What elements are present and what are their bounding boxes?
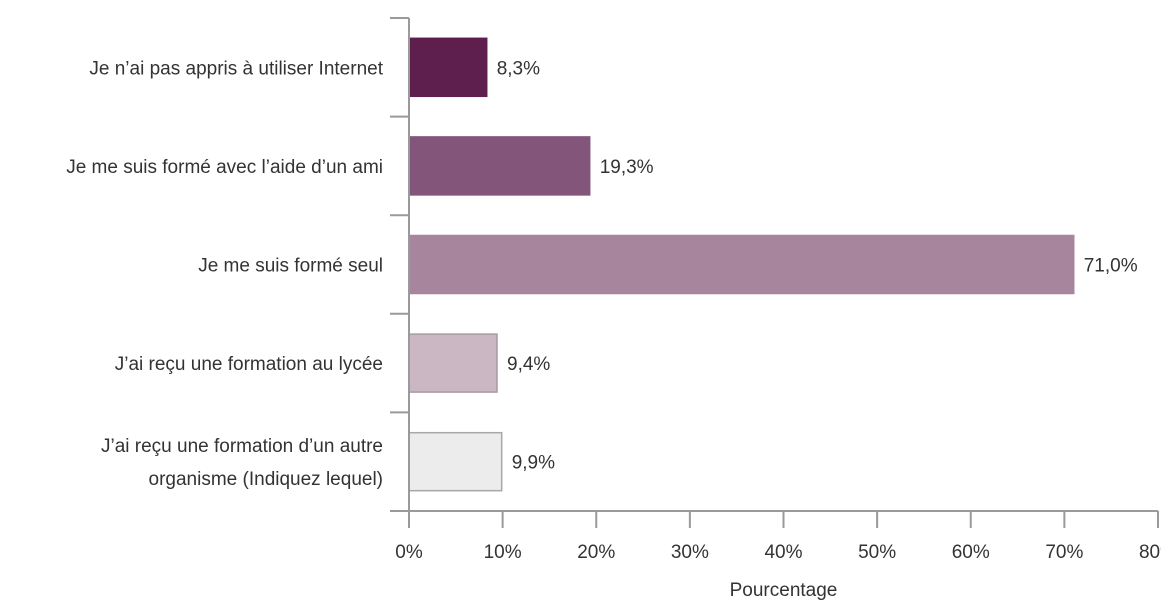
bar-5 [408, 431, 503, 492]
category-label-1: Je n’ai pas appris à utiliser Internet [89, 58, 383, 79]
x-tick-label-7: 70% [1045, 542, 1083, 563]
axes-group: 0% 10% 20% 30% 40% 50% 60% 70% 80% [390, 17, 1161, 563]
labels-group: 8,3% Je n’ai pas appris à utiliser Intern… [66, 58, 1138, 490]
value-label-3: 71,0% [1084, 256, 1138, 277]
bar-4 [408, 333, 498, 393]
bar-2 [408, 136, 591, 196]
x-tick-label-4: 40% [764, 542, 802, 563]
x-tick-label-1: 10% [484, 542, 522, 563]
category-label-2: Je me suis formé avec l’aide d’un ami [66, 157, 383, 178]
value-label-1: 8,3% [497, 58, 540, 79]
category-label-4: J’ai reçu une formation au lycée [115, 354, 383, 375]
x-tick-label-0: 0% [395, 542, 423, 563]
x-tick-label-6: 60% [952, 542, 990, 563]
value-label-5: 9,9% [512, 453, 555, 474]
value-label-2: 19,3% [600, 157, 654, 178]
bar-3 [408, 234, 1075, 295]
value-label-4: 9,4% [507, 354, 550, 375]
category-label-3: Je me suis formé seul [198, 256, 383, 277]
x-tick-label-8: 80% [1139, 542, 1161, 563]
x-axis-title: Pourcentage [730, 580, 838, 601]
category-label-5: J’ai reçu une formation d’un autre organi… [101, 436, 383, 490]
bar-1 [408, 37, 488, 98]
bars-group [408, 37, 1075, 492]
x-tick-label-3: 30% [671, 542, 709, 563]
x-tick-label-2: 20% [577, 542, 615, 563]
x-tick-label-5: 50% [858, 542, 896, 563]
